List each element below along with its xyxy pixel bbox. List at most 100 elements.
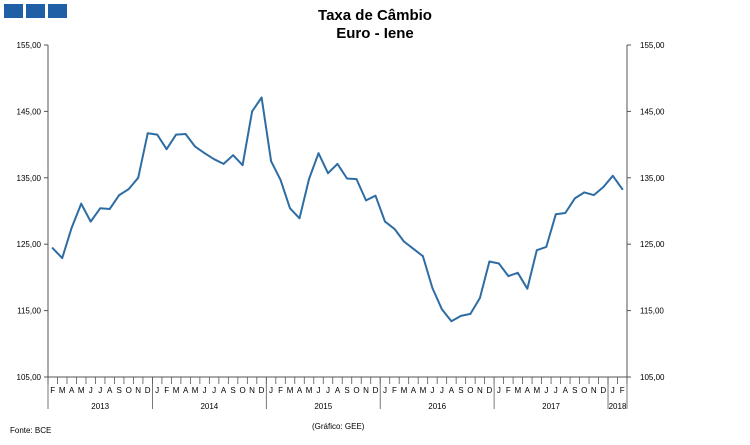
data-point bbox=[478, 297, 481, 299]
y-tick-label-right: 115,00 bbox=[640, 307, 664, 316]
y-tick-label-right: 105,00 bbox=[640, 373, 665, 382]
data-point bbox=[621, 188, 624, 190]
data-point bbox=[194, 145, 197, 148]
month-label: J bbox=[430, 386, 434, 395]
month-label: J bbox=[497, 386, 501, 395]
data-point bbox=[431, 287, 434, 289]
chart-title-line-2: Euro - Iene bbox=[336, 25, 414, 42]
month-label: S bbox=[230, 386, 235, 395]
data-point bbox=[573, 197, 576, 200]
y-tick-label-right: 135,00 bbox=[640, 174, 665, 183]
data-point bbox=[412, 247, 415, 250]
logo bbox=[4, 4, 67, 18]
data-point bbox=[346, 177, 348, 180]
month-label: J bbox=[554, 386, 558, 395]
data-point bbox=[61, 257, 64, 260]
data-point bbox=[222, 162, 225, 165]
data-point bbox=[137, 176, 140, 179]
y-tick-label-right: 125,00 bbox=[640, 240, 665, 249]
y-tick-label-right: 155,00 bbox=[640, 41, 665, 50]
month-label: M bbox=[515, 386, 522, 395]
month-label: M bbox=[59, 386, 66, 395]
month-label: M bbox=[287, 386, 294, 395]
month-label: N bbox=[135, 386, 141, 395]
month-label: O bbox=[353, 386, 359, 395]
year-label: 2014 bbox=[200, 402, 218, 411]
month-label: J bbox=[326, 386, 330, 395]
month-label: D bbox=[600, 386, 606, 395]
data-point bbox=[327, 172, 329, 175]
month-label: J bbox=[611, 386, 615, 395]
month-label: F bbox=[506, 386, 511, 395]
month-label: D bbox=[486, 386, 492, 395]
data-point bbox=[80, 202, 83, 205]
month-label: D bbox=[145, 386, 151, 395]
data-point bbox=[422, 255, 424, 258]
year-label: 2017 bbox=[542, 402, 560, 411]
month-label: D bbox=[373, 386, 379, 395]
month-label: O bbox=[581, 386, 587, 395]
data-point bbox=[592, 194, 595, 196]
data-point bbox=[89, 220, 92, 223]
month-label: M bbox=[78, 386, 85, 395]
month-label: A bbox=[411, 386, 417, 395]
data-point bbox=[270, 160, 272, 163]
y-tick-label-left: 135,00 bbox=[17, 174, 42, 183]
month-label: A bbox=[183, 386, 189, 395]
data-point bbox=[232, 154, 234, 157]
y-tick-label-left: 145,00 bbox=[17, 107, 42, 116]
data-point bbox=[146, 132, 149, 135]
data-point bbox=[441, 308, 443, 311]
month-label: M bbox=[192, 386, 199, 395]
chart-title: Taxa de Câmbio Euro - Iene bbox=[0, 7, 750, 43]
data-point bbox=[99, 207, 102, 210]
year-label: 2015 bbox=[314, 402, 332, 411]
data-point bbox=[583, 191, 586, 194]
y-tick-label-right: 145,00 bbox=[640, 107, 665, 116]
data-point bbox=[459, 315, 462, 317]
data-point bbox=[554, 213, 557, 216]
data-point bbox=[260, 96, 263, 99]
y-tick-label-left: 125,00 bbox=[17, 240, 42, 249]
month-label: J bbox=[269, 386, 273, 395]
month-label: M bbox=[173, 386, 180, 395]
data-point bbox=[108, 208, 111, 210]
data-point bbox=[298, 217, 301, 220]
data-point bbox=[289, 207, 291, 210]
data-point bbox=[488, 260, 491, 263]
data-point bbox=[70, 226, 73, 229]
data-point bbox=[355, 178, 358, 181]
month-label: F bbox=[164, 386, 169, 395]
logo-square-1 bbox=[4, 4, 23, 18]
month-label: A bbox=[335, 386, 341, 395]
year-label: 2016 bbox=[428, 402, 446, 411]
data-point bbox=[497, 262, 500, 265]
data-point bbox=[507, 275, 510, 277]
series-line bbox=[51, 96, 624, 323]
data-point bbox=[611, 174, 614, 177]
data-point bbox=[127, 188, 130, 190]
data-point bbox=[165, 148, 168, 151]
month-label: A bbox=[221, 386, 227, 395]
month-label: F bbox=[620, 386, 625, 395]
month-label: O bbox=[239, 386, 245, 395]
month-label: A bbox=[563, 386, 569, 395]
month-label: N bbox=[477, 386, 483, 395]
month-label: J bbox=[317, 386, 321, 395]
month-label: N bbox=[363, 386, 369, 395]
data-point bbox=[450, 320, 453, 323]
data-point bbox=[156, 133, 159, 136]
month-label: A bbox=[449, 386, 455, 395]
data-point bbox=[308, 178, 310, 181]
month-label: M bbox=[306, 386, 313, 395]
month-label: J bbox=[203, 386, 207, 395]
data-point bbox=[393, 228, 396, 230]
data-point bbox=[602, 186, 605, 188]
month-label: M bbox=[420, 386, 427, 395]
data-point bbox=[403, 240, 405, 243]
month-label: F bbox=[278, 386, 283, 395]
data-point bbox=[184, 133, 187, 135]
data-point bbox=[545, 245, 548, 248]
y-tick-label-left: 155,00 bbox=[17, 41, 42, 50]
